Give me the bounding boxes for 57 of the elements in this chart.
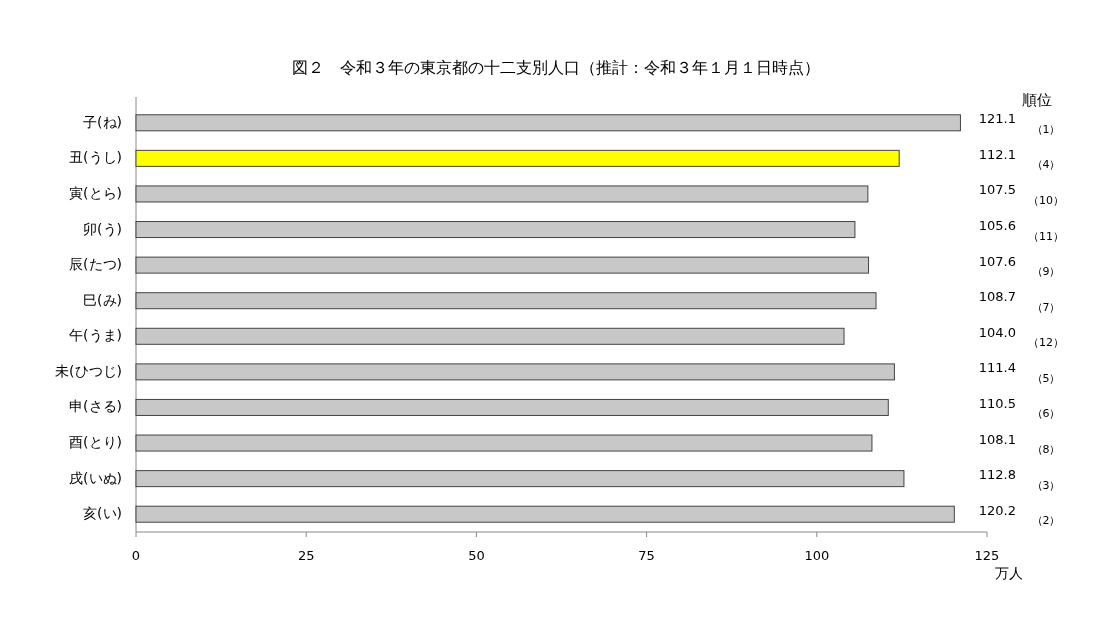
y-tick-label: 戌(いぬ) — [69, 469, 122, 486]
y-tick-label: 午(うま) — [69, 327, 122, 344]
x-tick-label: 100 — [804, 547, 830, 563]
data-label: 108.7 — [978, 289, 1016, 305]
y-tick-label: 亥(い) — [83, 505, 122, 522]
x-axis-title: 万人 — [995, 565, 1023, 581]
text: （3） — [1031, 478, 1061, 492]
bar — [135, 256, 870, 274]
y-tick-label: 寅(とら) — [69, 184, 122, 201]
bar — [135, 398, 889, 416]
y-tick-label: 卯(う) — [83, 220, 122, 237]
text: （5） — [1031, 371, 1061, 385]
bar — [135, 327, 845, 345]
bar — [135, 505, 955, 523]
y-tick-label: 未(ひつじ) — [55, 362, 122, 379]
data-label: 104.0 — [978, 324, 1016, 340]
text: （2） — [1031, 514, 1061, 528]
data-label: 107.5 — [978, 182, 1016, 198]
bar — [135, 221, 856, 239]
data-label: 121.1 — [978, 111, 1016, 127]
bar — [135, 292, 877, 310]
x-tick-label: 25 — [297, 547, 315, 563]
y-tick-label: 巳(み) — [83, 291, 122, 308]
y-tick-label: 酉(とり) — [69, 434, 122, 451]
text: （8） — [1031, 443, 1061, 457]
text: （1） — [1031, 122, 1061, 136]
bar — [135, 434, 873, 452]
data-label: 105.6 — [978, 218, 1016, 234]
text: （9） — [1031, 265, 1061, 279]
text: （11） — [1028, 229, 1064, 243]
y-tick-label: 申(さる) — [69, 398, 122, 415]
bar — [135, 114, 961, 132]
text: （10） — [1028, 193, 1064, 207]
y-tick-label: 子(ね) — [83, 113, 122, 130]
bar — [135, 363, 895, 381]
text: （7） — [1031, 300, 1061, 314]
data-label: 112.8 — [978, 467, 1016, 483]
text: （4） — [1031, 158, 1061, 172]
x-tick-label: 0 — [131, 547, 141, 563]
data-label: 107.6 — [978, 253, 1016, 269]
y-tick-label: 辰(たつ) — [69, 256, 122, 273]
bar — [135, 470, 905, 488]
y-tick-label: 丑(うし) — [69, 149, 122, 166]
x-tick-label: 50 — [468, 547, 485, 563]
text: （6） — [1031, 407, 1061, 421]
data-label: 120.2 — [978, 502, 1016, 518]
data-label: 108.1 — [978, 431, 1016, 447]
bar — [135, 149, 900, 167]
text: 順位 — [1022, 90, 1052, 109]
data-label: 111.4 — [978, 360, 1016, 376]
data-label: 112.1 — [978, 146, 1016, 162]
x-tick-label: 75 — [638, 547, 655, 563]
bar — [135, 185, 869, 203]
chart-title: 図２ 令和３年の東京都の十二支別人口（推計：令和３年１月１日時点） — [291, 57, 820, 77]
x-tick-label: 125 — [974, 547, 1000, 563]
data-label: 110.5 — [978, 395, 1016, 411]
text: （12） — [1028, 336, 1064, 350]
